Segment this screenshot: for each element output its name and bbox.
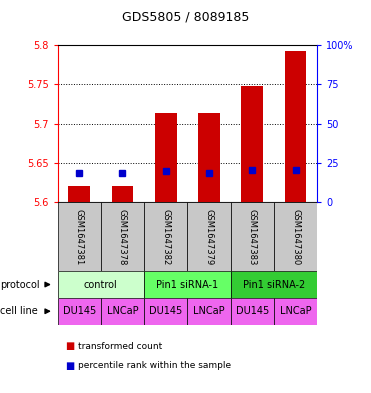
Bar — [144, 298, 187, 325]
Text: LNCaP: LNCaP — [106, 306, 138, 316]
Bar — [231, 298, 274, 325]
Bar — [231, 202, 274, 271]
Bar — [155, 113, 177, 202]
Bar — [187, 298, 231, 325]
Text: Pin1 siRNA-1: Pin1 siRNA-1 — [156, 279, 219, 290]
Bar — [198, 113, 220, 202]
Text: GSM1647381: GSM1647381 — [75, 209, 83, 265]
Bar — [144, 271, 231, 298]
Text: DU145: DU145 — [149, 306, 182, 316]
Bar — [144, 202, 187, 271]
Text: DU145: DU145 — [63, 306, 96, 316]
Text: Pin1 siRNA-2: Pin1 siRNA-2 — [243, 279, 305, 290]
Bar — [285, 51, 306, 202]
Text: ■: ■ — [65, 341, 74, 351]
Text: LNCaP: LNCaP — [280, 306, 311, 316]
Text: GSM1647383: GSM1647383 — [248, 209, 257, 265]
Text: DU145: DU145 — [236, 306, 269, 316]
Bar — [187, 202, 231, 271]
Bar — [112, 186, 133, 202]
Text: GDS5805 / 8089185: GDS5805 / 8089185 — [122, 11, 249, 24]
Text: cell line: cell line — [0, 306, 38, 316]
Text: GSM1647380: GSM1647380 — [291, 209, 300, 265]
Bar — [68, 186, 90, 202]
Bar — [274, 298, 317, 325]
Text: ■: ■ — [65, 361, 74, 371]
Bar — [101, 298, 144, 325]
Bar — [274, 202, 317, 271]
Text: transformed count: transformed count — [78, 342, 162, 351]
Bar — [242, 86, 263, 202]
Text: GSM1647378: GSM1647378 — [118, 209, 127, 265]
Text: protocol: protocol — [0, 279, 40, 290]
Text: GSM1647382: GSM1647382 — [161, 209, 170, 265]
Text: LNCaP: LNCaP — [193, 306, 225, 316]
Bar — [58, 271, 144, 298]
Text: GSM1647379: GSM1647379 — [204, 209, 213, 265]
Text: percentile rank within the sample: percentile rank within the sample — [78, 362, 231, 370]
Bar — [101, 202, 144, 271]
Bar — [58, 202, 101, 271]
Bar — [58, 298, 101, 325]
Text: control: control — [84, 279, 118, 290]
Bar — [231, 271, 317, 298]
